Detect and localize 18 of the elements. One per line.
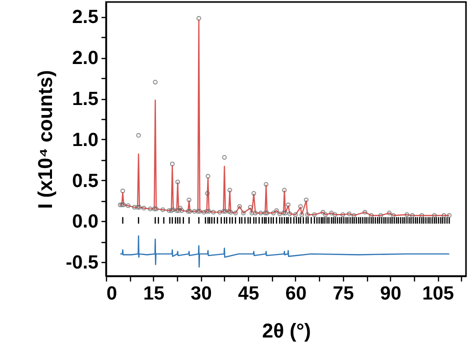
- y-tick-label: 1.0: [72, 130, 98, 151]
- y-tick-label: 2.5: [72, 7, 99, 28]
- x-tick-label: 60: [285, 284, 307, 304]
- line-series: [120, 235, 450, 268]
- y-axis-title: I (x10⁴ counts): [34, 70, 57, 209]
- y-tick-label: 1.5: [72, 89, 99, 110]
- y-tick-label: 2.0: [72, 48, 98, 70]
- x-tick-label: 45: [238, 284, 260, 304]
- y-tick-label: 0.5: [72, 170, 99, 192]
- y-tick-label: -0.5: [66, 252, 99, 274]
- x-tick-label: 105: [422, 284, 454, 304]
- x-axis-title: 2θ (°): [262, 320, 311, 342]
- x-tick-label: 90: [380, 284, 402, 304]
- x-tick-label: 15: [143, 284, 165, 304]
- x-tick-label: 75: [332, 284, 354, 304]
- x-tick-label: 30: [190, 284, 212, 304]
- y-tick-label: 0.0: [72, 212, 98, 233]
- x-tick-label: 0: [106, 284, 118, 304]
